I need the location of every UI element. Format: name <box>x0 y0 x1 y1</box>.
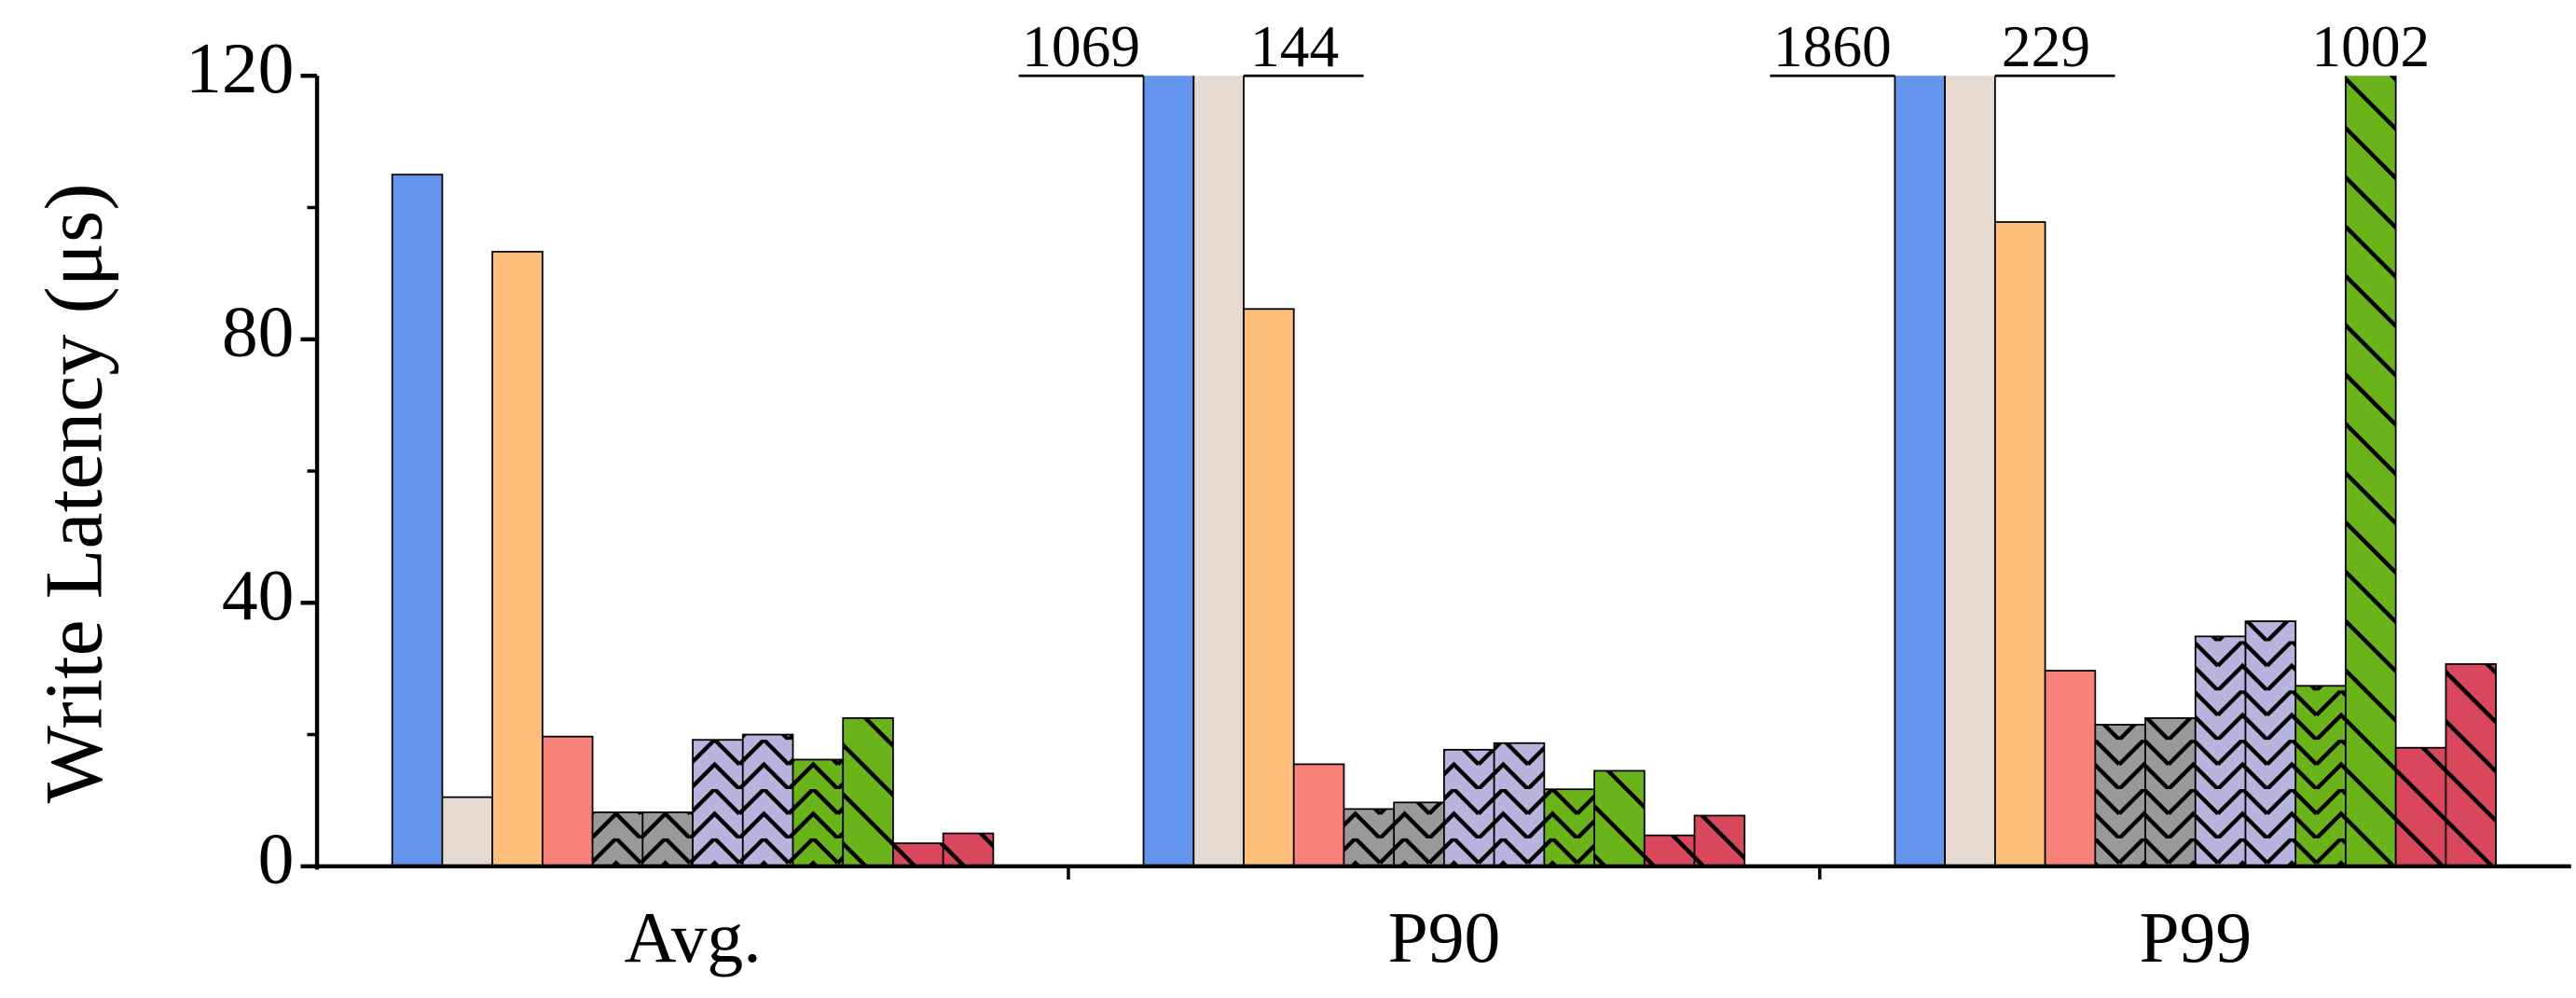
bar <box>1894 76 1947 866</box>
value-label: 144 <box>1250 13 1339 79</box>
value-label: 1069 <box>1022 13 1140 79</box>
bar <box>2394 746 2447 866</box>
bar <box>441 796 494 866</box>
x-tick-label: Avg. <box>624 897 761 977</box>
value-label: 1860 <box>1773 13 1892 79</box>
bar <box>842 717 894 866</box>
bar <box>2294 685 2347 866</box>
bar <box>2244 620 2297 866</box>
bar <box>1292 763 1345 866</box>
y-tick-label: 0 <box>258 819 295 899</box>
bar <box>2445 663 2498 866</box>
bar <box>1543 788 1595 866</box>
y-tick-label: 80 <box>222 292 295 372</box>
bar <box>1493 742 1546 866</box>
bar <box>2194 635 2247 866</box>
bar <box>391 173 444 866</box>
bar <box>2144 717 2197 866</box>
x-tick-label: P90 <box>1388 897 1501 977</box>
bar <box>1142 76 1195 866</box>
y-tick-label: 120 <box>186 28 294 108</box>
bar <box>942 832 995 866</box>
bar <box>1343 808 1396 866</box>
bar <box>1643 834 1696 866</box>
bar <box>892 842 944 866</box>
bar <box>591 811 644 866</box>
value-label: 1002 <box>2311 13 2430 79</box>
bar <box>2044 670 2097 866</box>
bar <box>1243 308 1295 866</box>
bar <box>541 735 594 866</box>
bar <box>491 250 544 866</box>
x-tick-label: P99 <box>2139 897 2252 977</box>
bar <box>2094 724 2146 866</box>
bar <box>641 811 694 866</box>
bar <box>1693 814 1746 866</box>
y-axis-label: Write Latency (μs) <box>28 183 119 803</box>
bar <box>1393 801 1445 866</box>
bar <box>2345 76 2397 866</box>
bar <box>1944 76 1996 866</box>
y-tick-label: 40 <box>222 555 295 635</box>
bar <box>792 758 845 866</box>
bar <box>1192 76 1245 866</box>
bar <box>692 739 744 866</box>
bar <box>1593 769 1646 866</box>
value-label: 229 <box>2002 13 2090 79</box>
bar <box>741 733 794 866</box>
bar <box>1443 748 1495 866</box>
bar <box>1993 221 2046 866</box>
plot-area <box>391 76 2498 866</box>
